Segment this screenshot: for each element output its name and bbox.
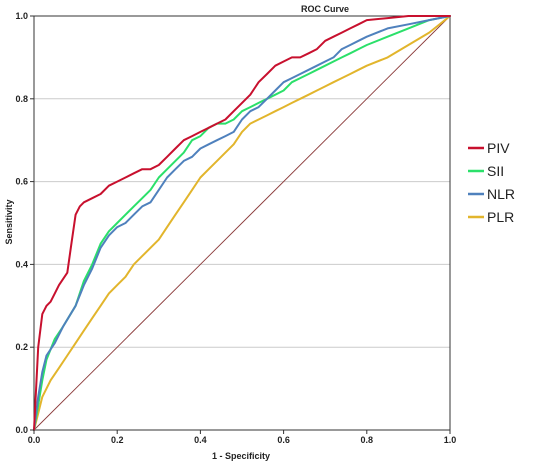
legend: PIV SII NLR PLR <box>468 140 515 225</box>
grid <box>34 98 450 348</box>
y-tick-label: 0.4 <box>15 259 28 269</box>
x-tick-label: 0.0 <box>28 435 41 445</box>
series-lines <box>33 15 451 431</box>
y-axis-title: Sensitivity <box>4 199 14 244</box>
series-line-nlr <box>33 15 451 431</box>
x-tick-label: 0.6 <box>277 435 290 445</box>
y-tick-label: 1.0 <box>15 11 28 21</box>
y-tick-label: 0.6 <box>15 177 28 187</box>
chart-title: ROC Curve <box>301 4 349 14</box>
series-line-plr <box>33 15 451 431</box>
reference-diagonal-line <box>33 15 451 431</box>
y-tick-label: 0.0 <box>15 425 28 435</box>
plot-area-frame <box>33 15 451 431</box>
legend-label-plr: PLR <box>487 209 514 225</box>
x-tick-label: 0.2 <box>111 435 124 445</box>
y-tick-label: 0.2 <box>15 342 28 352</box>
legend-label-nlr: NLR <box>487 186 515 202</box>
legend-label-sii: SII <box>487 163 504 179</box>
axis-ticks: 0.0 0.2 0.4 0.6 0.8 1.0 0.0 0.2 0.4 0.6 0.8 1.0 <box>15 11 456 445</box>
x-tick-label: 0.8 <box>361 435 374 445</box>
x-tick-label: 0.4 <box>194 435 207 445</box>
legend-label-piv: PIV <box>487 140 510 156</box>
y-tick-label: 0.8 <box>15 94 28 104</box>
series-line-piv <box>33 15 451 431</box>
x-tick-label: 1.0 <box>444 435 457 445</box>
x-axis-title: 1 - Specificity <box>212 451 270 461</box>
